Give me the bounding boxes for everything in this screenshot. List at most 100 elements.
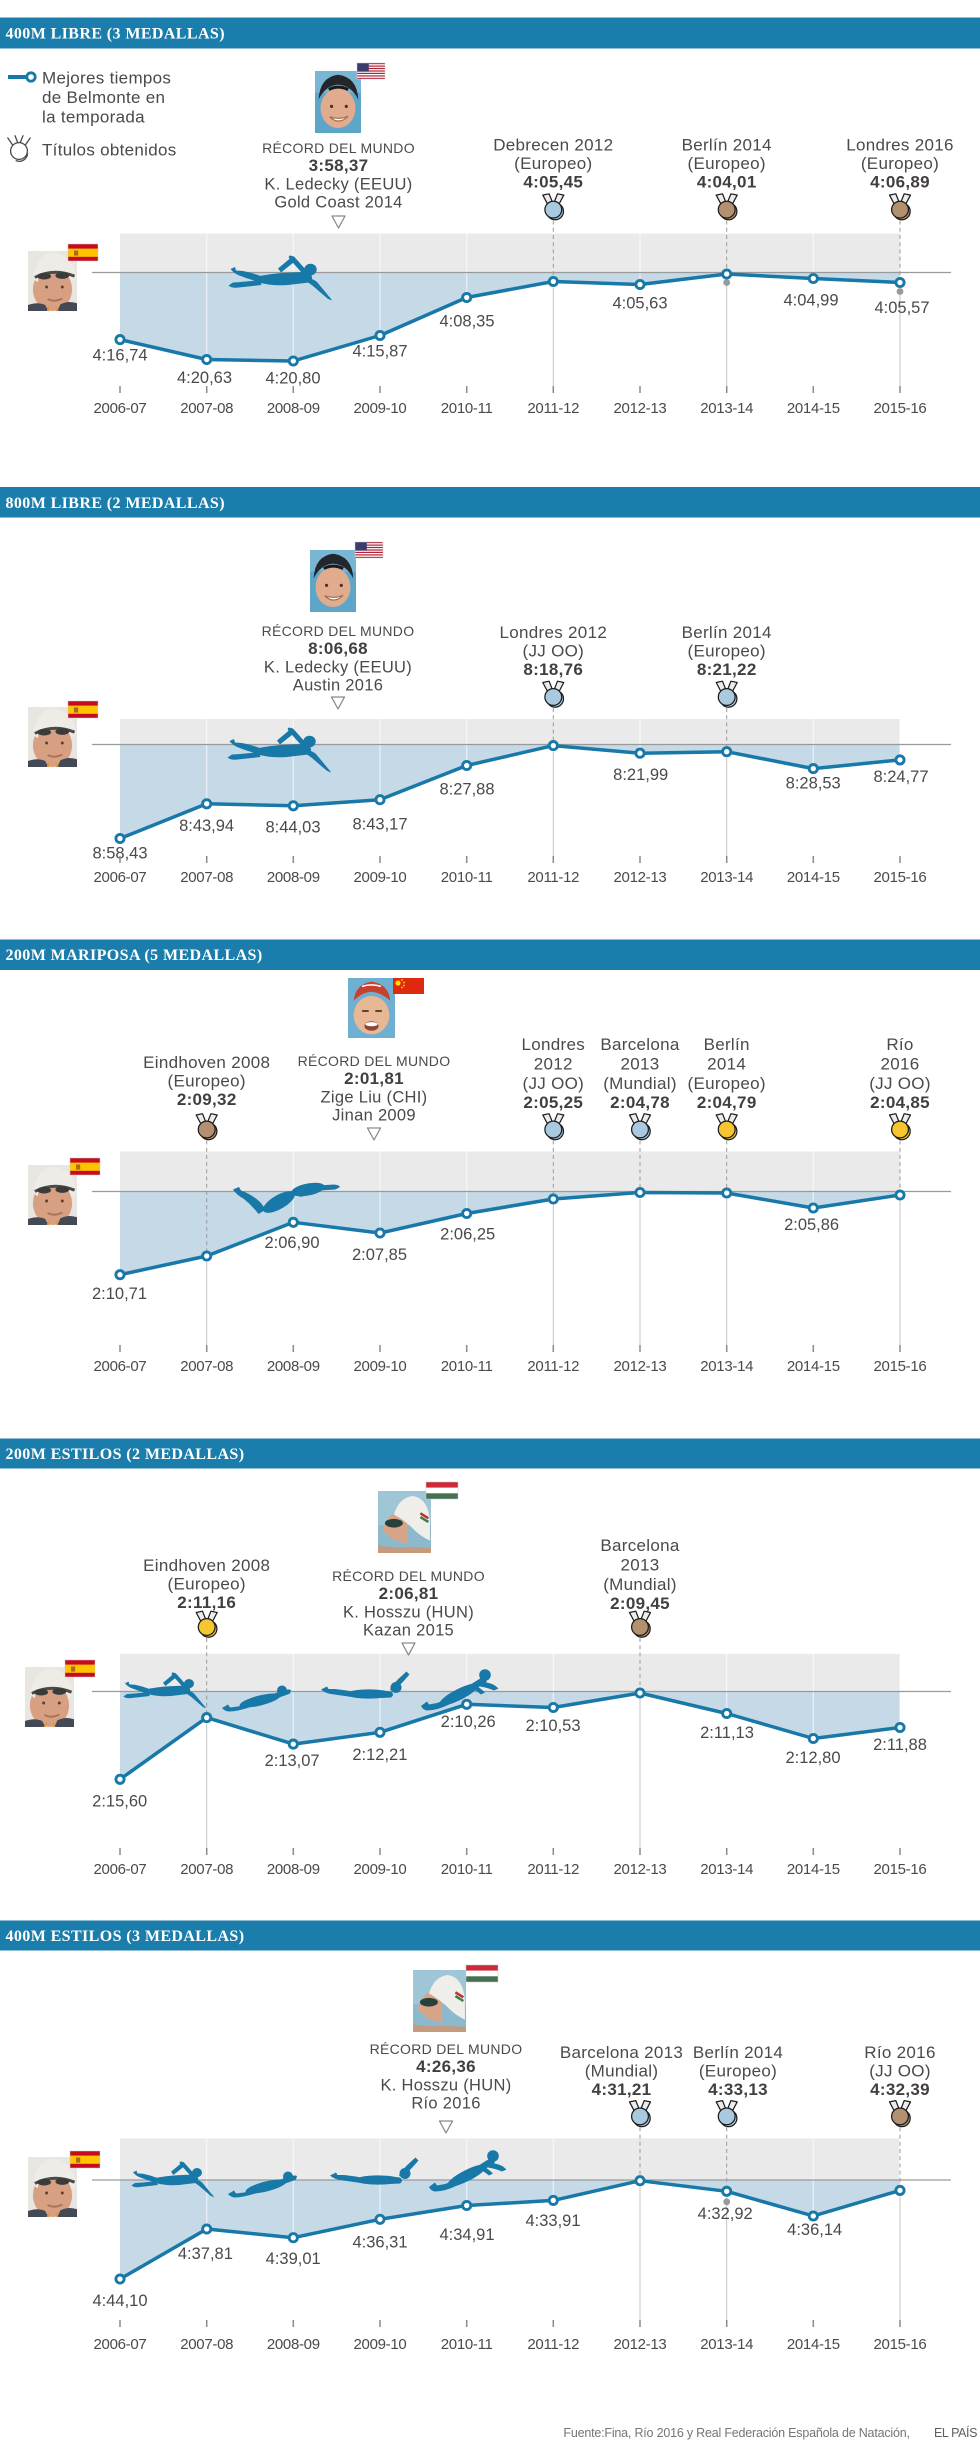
svg-text:2007-08: 2007-08: [180, 1358, 233, 1375]
svg-text:Barcelona 2013: Barcelona 2013: [560, 2043, 683, 2062]
svg-text:2014-15: 2014-15: [787, 869, 840, 886]
svg-text:2012-13: 2012-13: [614, 400, 667, 417]
svg-text:4:04,01: 4:04,01: [697, 173, 757, 192]
svg-text:Berlín 2014: Berlín 2014: [693, 2043, 783, 2062]
svg-text:2014-15: 2014-15: [787, 1861, 840, 1878]
svg-text:Jinan 2009: Jinan 2009: [332, 1107, 416, 1125]
svg-text:(Europeo): (Europeo): [861, 154, 939, 173]
svg-text:2015-16: 2015-16: [874, 400, 927, 417]
svg-text:2:06,81: 2:06,81: [379, 1584, 439, 1603]
svg-text:2010-11: 2010-11: [441, 1861, 493, 1878]
svg-text:2:09,45: 2:09,45: [610, 1594, 670, 1613]
svg-text:4:04,99: 4:04,99: [783, 292, 838, 310]
svg-text:2:10,53: 2:10,53: [525, 1717, 580, 1735]
svg-text:8:28,53: 8:28,53: [786, 775, 841, 793]
svg-text:2:07,85: 2:07,85: [352, 1246, 407, 1264]
svg-text:8:44,03: 8:44,03: [265, 819, 320, 837]
svg-text:2011-12: 2011-12: [527, 400, 579, 417]
svg-text:Eindhoven 2008: Eindhoven 2008: [143, 1556, 270, 1575]
svg-text:2006-07: 2006-07: [94, 1358, 147, 1375]
svg-text:Berlín 2014: Berlín 2014: [682, 623, 772, 642]
svg-text:8:18,76: 8:18,76: [523, 660, 583, 679]
svg-text:(Europeo): (Europeo): [688, 642, 766, 661]
svg-text:8:27,88: 8:27,88: [439, 781, 494, 799]
svg-text:2009-10: 2009-10: [354, 1861, 407, 1878]
svg-text:8:21,99: 8:21,99: [613, 766, 668, 784]
svg-text:4:32,39: 4:32,39: [870, 2080, 930, 2099]
svg-text:Londres 2012: Londres 2012: [500, 623, 608, 642]
svg-text:2010-11: 2010-11: [441, 869, 493, 886]
svg-text:2:15,60: 2:15,60: [92, 1793, 147, 1811]
svg-text:2:05,25: 2:05,25: [523, 1093, 583, 1112]
svg-text:2:04,78: 2:04,78: [610, 1093, 670, 1112]
svg-text:2013-14: 2013-14: [700, 869, 753, 886]
svg-text:2015-16: 2015-16: [874, 1358, 927, 1375]
svg-text:(Europeo): (Europeo): [168, 1575, 246, 1594]
svg-text:(JJ OO): (JJ OO): [523, 642, 585, 661]
svg-text:4:20,80: 4:20,80: [265, 370, 320, 388]
svg-text:2015-16: 2015-16: [874, 2336, 927, 2353]
svg-text:Barcelona: Barcelona: [600, 1035, 679, 1054]
svg-text:la temporada: la temporada: [42, 107, 145, 126]
svg-text:2011-12: 2011-12: [527, 1358, 579, 1375]
svg-text:Eindhoven 2008: Eindhoven 2008: [143, 1053, 270, 1072]
svg-text:2008-09: 2008-09: [267, 400, 320, 417]
svg-text:400M LIBRE (3 MEDALLAS): 400M LIBRE (3 MEDALLAS): [6, 26, 225, 43]
svg-text:4:31,21: 4:31,21: [592, 2080, 652, 2099]
svg-text:RÉCORD DEL MUNDO: RÉCORD DEL MUNDO: [262, 623, 415, 639]
svg-text:8:43,94: 8:43,94: [179, 817, 234, 835]
svg-text:RÉCORD DEL MUNDO: RÉCORD DEL MUNDO: [298, 1053, 451, 1069]
svg-text:3:58,37: 3:58,37: [309, 156, 369, 175]
svg-text:2006-07: 2006-07: [94, 869, 147, 886]
svg-text:4:34,91: 4:34,91: [439, 2226, 494, 2244]
svg-text:2011-12: 2011-12: [527, 2336, 579, 2353]
svg-text:4:15,87: 4:15,87: [352, 343, 407, 361]
svg-text:de Belmonte en: de Belmonte en: [42, 88, 165, 107]
svg-text:4:36,14: 4:36,14: [787, 2221, 842, 2239]
svg-text:(JJ OO): (JJ OO): [523, 1074, 585, 1093]
svg-text:K. Ledecky (EEUU): K. Ledecky (EEUU): [264, 659, 412, 677]
svg-text:2:06,25: 2:06,25: [440, 1226, 495, 1244]
svg-text:2012-13: 2012-13: [614, 1358, 667, 1375]
svg-text:2:04,79: 2:04,79: [697, 1093, 757, 1112]
svg-text:2013-14: 2013-14: [700, 2336, 753, 2353]
svg-text:K. Hosszu (HUN): K. Hosszu (HUN): [343, 1604, 474, 1622]
svg-text:Gold Coast 2014: Gold Coast 2014: [274, 194, 402, 212]
svg-text:Austin 2016: Austin 2016: [293, 677, 383, 695]
svg-text:2010-11: 2010-11: [441, 2336, 493, 2353]
svg-text:2:01,81: 2:01,81: [344, 1069, 404, 1088]
svg-text:2008-09: 2008-09: [267, 2336, 320, 2353]
svg-text:4:36,31: 4:36,31: [352, 2234, 407, 2252]
svg-text:4:08,35: 4:08,35: [439, 313, 494, 331]
svg-text:2008-09: 2008-09: [267, 869, 320, 886]
svg-text:2006-07: 2006-07: [94, 2336, 147, 2353]
svg-text:(Europeo): (Europeo): [514, 154, 592, 173]
svg-text:4:06,89: 4:06,89: [870, 173, 930, 192]
svg-text:(Europeo): (Europeo): [699, 2062, 777, 2081]
svg-text:8:21,22: 8:21,22: [697, 660, 757, 679]
svg-text:4:37,81: 4:37,81: [178, 2245, 233, 2263]
svg-text:2008-09: 2008-09: [267, 1358, 320, 1375]
svg-text:2009-10: 2009-10: [354, 400, 407, 417]
svg-text:Debrecen 2012: Debrecen 2012: [493, 136, 613, 155]
svg-text:8:43,17: 8:43,17: [352, 816, 407, 834]
svg-text:2012-13: 2012-13: [614, 869, 667, 886]
svg-text:2011-12: 2011-12: [527, 869, 579, 886]
svg-text:Berlín 2014: Berlín 2014: [682, 136, 772, 155]
svg-text:2:10,71: 2:10,71: [92, 1285, 147, 1303]
svg-text:(Mundial): (Mundial): [603, 1074, 677, 1093]
svg-text:4:05,63: 4:05,63: [612, 295, 667, 313]
svg-text:4:16,74: 4:16,74: [92, 347, 147, 365]
svg-text:2007-08: 2007-08: [180, 1861, 233, 1878]
svg-text:(Europeo): (Europeo): [688, 1074, 766, 1093]
svg-text:2015-16: 2015-16: [874, 1861, 927, 1878]
svg-text:K. Ledecky (EEUU): K. Ledecky (EEUU): [264, 176, 412, 194]
svg-text:Río: Río: [886, 1035, 913, 1054]
svg-text:4:26,36: 4:26,36: [416, 2057, 476, 2076]
svg-text:RÉCORD DEL MUNDO: RÉCORD DEL MUNDO: [262, 140, 415, 156]
svg-text:(JJ OO): (JJ OO): [869, 2062, 931, 2081]
svg-text:2:06,90: 2:06,90: [264, 1234, 319, 1252]
svg-text:2:10,26: 2:10,26: [441, 1713, 496, 1731]
svg-text:Río 2016: Río 2016: [411, 2095, 480, 2113]
svg-text:2014-15: 2014-15: [787, 2336, 840, 2353]
